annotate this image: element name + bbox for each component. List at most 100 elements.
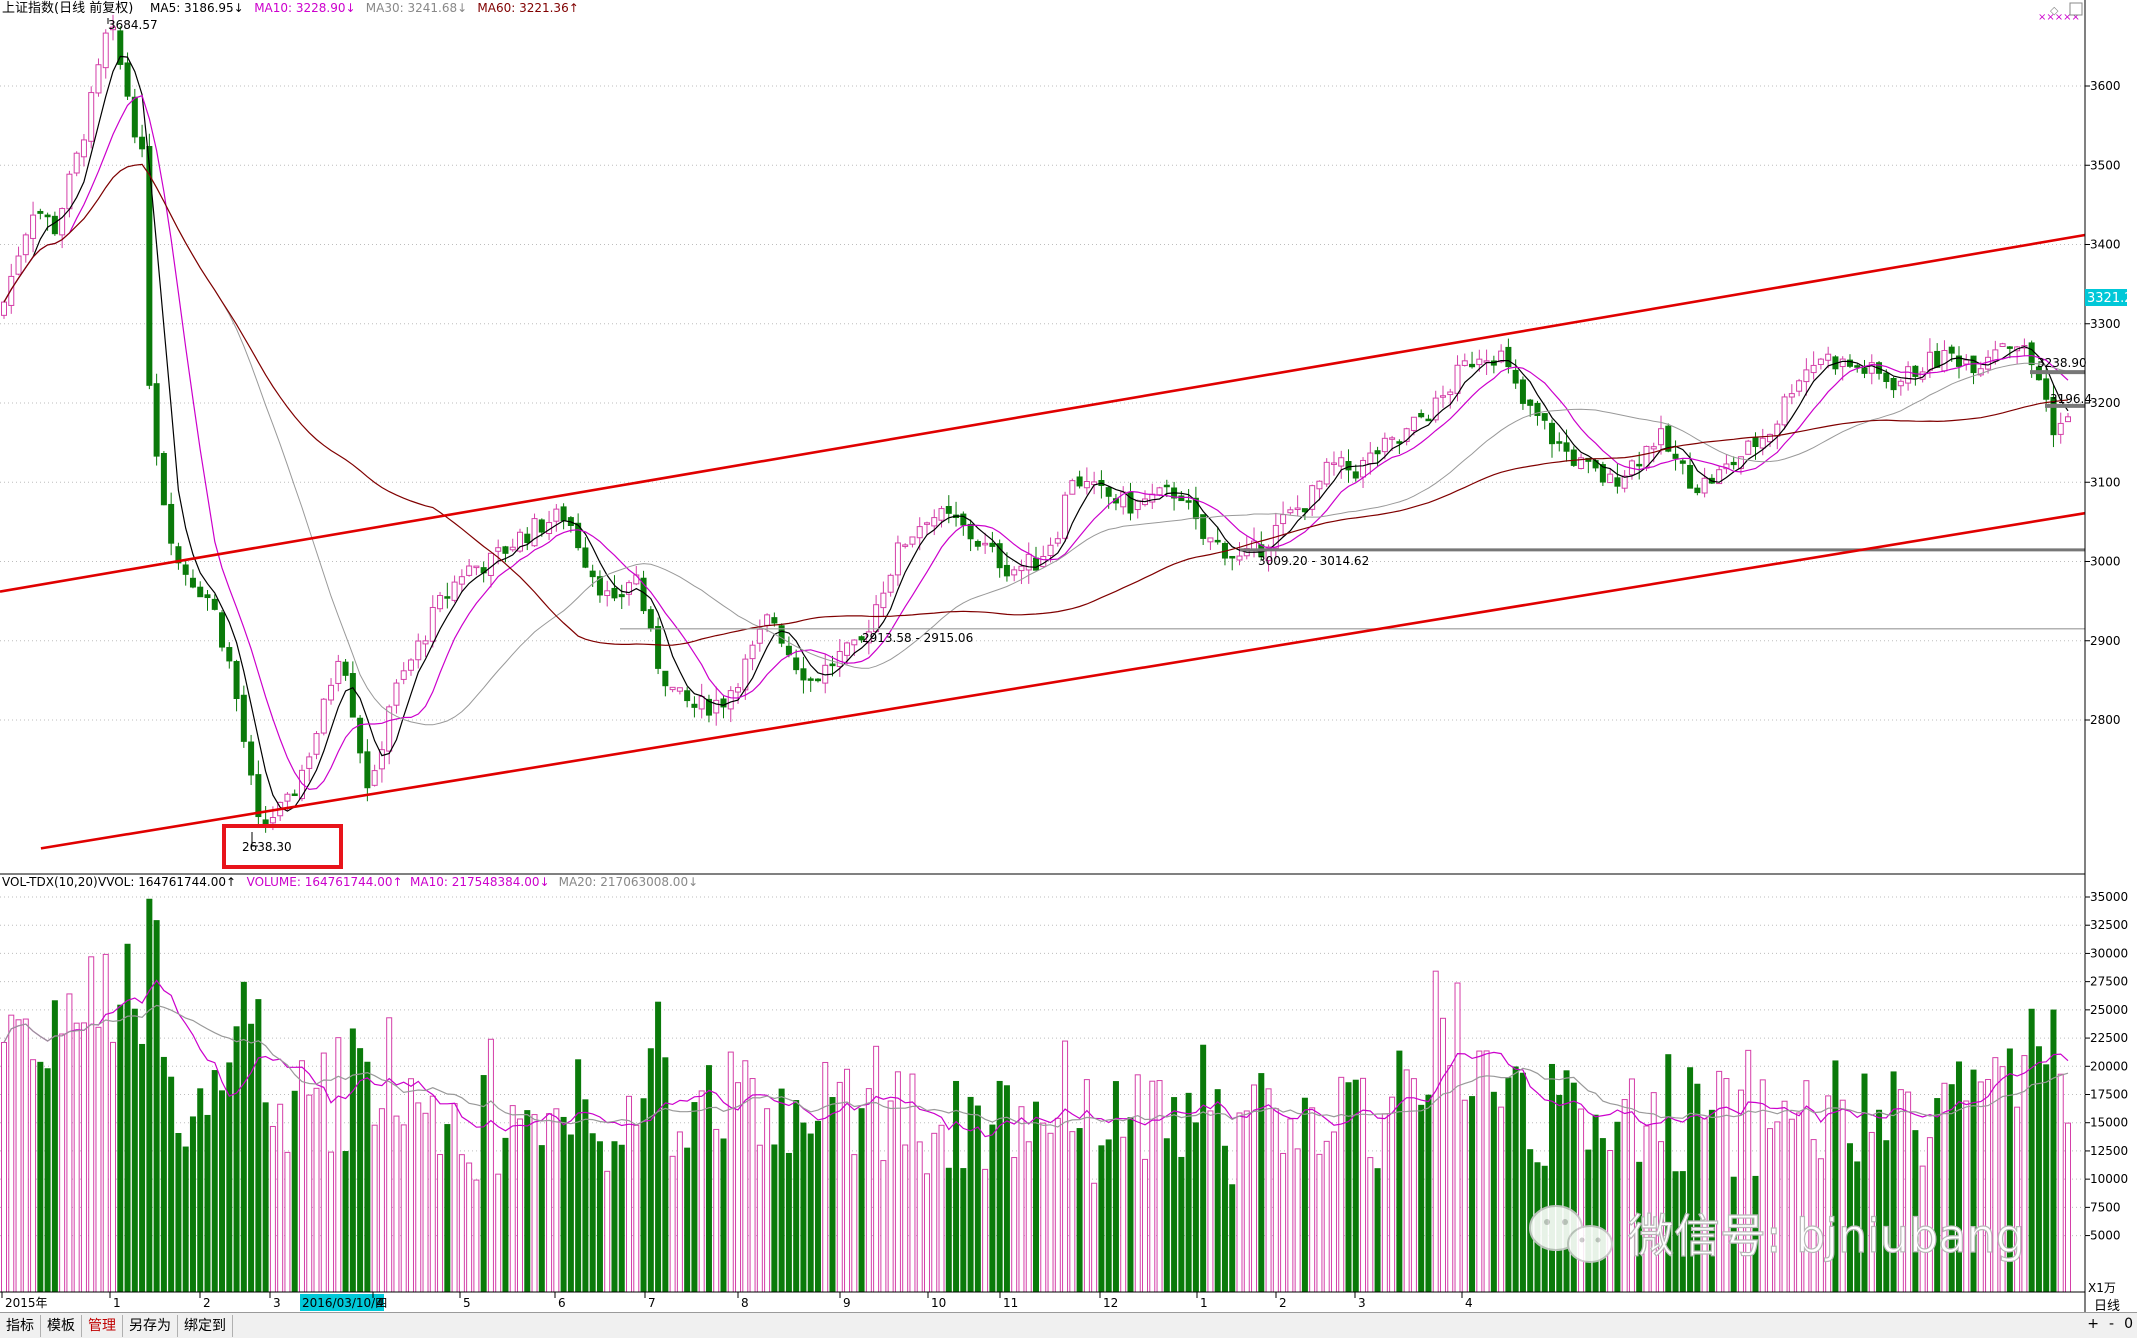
volume-bar-down	[1519, 1072, 1526, 1293]
volume-bar-down	[124, 943, 131, 1293]
volume-bar-up	[80, 1022, 87, 1293]
volume-bar-down	[1556, 1094, 1563, 1293]
timeframe-label: 日线	[2094, 1299, 2120, 1314]
volume-bar-down	[160, 1056, 167, 1293]
volume-bar-down	[1585, 1149, 1592, 1293]
volume-bar-up	[894, 1071, 901, 1293]
candle-body-up	[298, 769, 305, 800]
candle-body-down	[204, 594, 211, 599]
indicator-ma20: MA20: 217063008.00↓	[559, 875, 699, 889]
candle-body-down	[168, 503, 175, 544]
volume-ticks: 35000 32500 30000 27500 25000 22500 20000 17500…	[2085, 890, 2128, 1243]
ma60-line	[3, 163, 2069, 646]
channel-lower-line	[40, 511, 2086, 850]
price-gridlines	[0, 85, 2085, 721]
zoom-out-button[interactable]: -	[2109, 1316, 2115, 1332]
volume-bar-up	[371, 1124, 378, 1293]
price-tick-label: 3100	[2090, 475, 2121, 489]
volume-bar-down	[502, 1137, 509, 1293]
volume-tick-label: 22500	[2090, 1031, 2128, 1045]
candle-body-up	[1389, 437, 1396, 440]
volume-bar-up	[1476, 1050, 1483, 1293]
volume-bar-up	[378, 1108, 385, 1293]
volume-bar-down	[1425, 1094, 1432, 1293]
x-tick-label: 4	[1465, 1296, 1473, 1310]
volume-bar-up	[22, 1018, 29, 1293]
volume-bar-up	[546, 1113, 553, 1293]
volume-bar-down	[974, 1105, 981, 1293]
volume-bar-up	[1280, 1152, 1287, 1293]
candle-body-down	[705, 698, 712, 716]
candle-body-down	[589, 570, 596, 578]
x-tick-label: 12	[1103, 1296, 1118, 1310]
volume-bar-up	[880, 1160, 887, 1293]
volume-bar-down	[1214, 1089, 1221, 1293]
candle-body-down	[989, 542, 996, 547]
volume-bar-down	[357, 1048, 364, 1293]
volume-bar-down	[189, 1116, 196, 1293]
annotation-high: 3684.57	[108, 18, 158, 32]
candle-body-up	[604, 590, 611, 597]
volume-bar-down	[1469, 1096, 1476, 1293]
candle-body-up	[1621, 475, 1628, 489]
volume-bar-down	[647, 1048, 654, 1293]
price-tag: 3321.2	[2087, 291, 2133, 306]
candle-body-down	[1549, 422, 1555, 445]
diamond-icon[interactable]: ◇	[2050, 4, 2059, 17]
volume-bar-down	[139, 1043, 146, 1293]
volume-bar-up	[735, 1082, 742, 1293]
volume-tick-label: 35000	[2090, 890, 2128, 904]
candle-body-up	[487, 552, 494, 576]
volume-bar-down	[255, 999, 262, 1293]
candle-body-down	[1570, 449, 1577, 466]
volume-bar-up	[437, 1154, 444, 1293]
volume-bar-down	[146, 898, 153, 1293]
volume-bar-down	[175, 1133, 182, 1293]
volume-bar-down	[44, 1068, 51, 1293]
candle-body-down	[858, 636, 865, 641]
tab-template[interactable]: 模板	[41, 1314, 82, 1337]
volume-bar-up	[938, 1124, 945, 1293]
candle-body-down	[255, 774, 262, 818]
volume-bar-up	[1774, 1121, 1781, 1293]
candle-body-up	[509, 546, 516, 551]
volume-bar-up	[1389, 1096, 1396, 1293]
candle-body-up	[95, 64, 102, 94]
volume-bar-up	[1156, 1080, 1163, 1293]
candle-body-up	[1069, 480, 1076, 495]
volume-bar-down	[226, 1062, 233, 1293]
candle-body-down	[2006, 346, 2013, 349]
volume-bar-down	[1418, 1104, 1425, 1293]
candle-body-down	[1556, 441, 1563, 444]
candle-body-down	[1512, 369, 1519, 384]
tab-manage[interactable]: 管理	[82, 1314, 123, 1337]
price-chart-title: 上证指数(日线 前复权)	[2, 0, 133, 16]
volume-bar-down	[996, 1080, 1003, 1293]
volume-bar-down	[1178, 1156, 1185, 1293]
candle-body-down	[1541, 413, 1548, 421]
candle-body-down	[1687, 464, 1694, 489]
tab-indicator[interactable]: 指标	[0, 1314, 41, 1337]
candle-body-up	[66, 173, 73, 210]
candle-body-up	[284, 793, 291, 802]
corner-square[interactable]	[2069, 2, 2083, 16]
candle-body-up	[1011, 569, 1018, 576]
tab-save-as[interactable]: 另存为	[123, 1314, 178, 1337]
candle-body-up	[887, 574, 894, 593]
candle-body-down	[197, 586, 204, 598]
volume-bar-up	[487, 1038, 494, 1293]
indicator-ma60: MA60: 3221.36↑	[477, 1, 578, 15]
reset-button[interactable]: 0	[2124, 1316, 2133, 1332]
volume-bar-up	[633, 1124, 640, 1293]
volume-bar-down	[1876, 1109, 1883, 1293]
candle-body-up	[328, 684, 335, 701]
volume-bar-up	[916, 1141, 923, 1293]
price-tick-label: 3600	[2090, 79, 2121, 93]
zoom-in-button[interactable]: +	[2087, 1316, 2100, 1332]
tab-bind-to[interactable]: 绑定到	[178, 1314, 233, 1337]
candle-body-down	[538, 519, 545, 533]
volume-bar-up	[1367, 1157, 1374, 1293]
volume-bar-up	[320, 1052, 327, 1293]
volume-bar-up	[306, 1094, 313, 1293]
x-tick-label: 1	[1200, 1296, 1208, 1310]
